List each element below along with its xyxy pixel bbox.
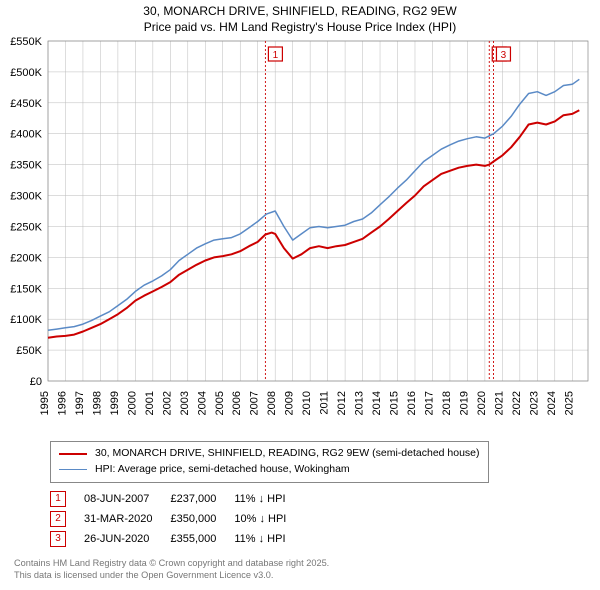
svg-text:2016: 2016 — [406, 391, 418, 415]
svg-text:1998: 1998 — [91, 391, 103, 415]
svg-text:1999: 1999 — [109, 391, 121, 415]
chart-title-block: 30, MONARCH DRIVE, SHINFIELD, READING, R… — [0, 0, 600, 35]
marker-num-box: 2 — [50, 511, 66, 527]
marker-price: £355,000 — [170, 529, 234, 549]
attribution: Contains HM Land Registry data © Crown c… — [14, 557, 588, 582]
svg-text:£200K: £200K — [10, 253, 42, 265]
marker-num-cell: 1 — [50, 489, 84, 509]
svg-text:£500K: £500K — [10, 67, 42, 79]
svg-text:£250K: £250K — [10, 222, 42, 234]
svg-text:2013: 2013 — [354, 391, 366, 415]
marker-num-cell: 3 — [50, 529, 84, 549]
marker-price: £237,000 — [170, 489, 234, 509]
line-chart-svg: £0 £50K £100K £150K £200K £250K £300K £350K £400… — [0, 35, 600, 435]
svg-text:£350K: £350K — [10, 160, 42, 172]
svg-text:£0: £0 — [30, 376, 42, 388]
marker-date: 26-JUN-2020 — [84, 529, 170, 549]
svg-text:2024: 2024 — [546, 391, 558, 415]
title-line-2: Price paid vs. HM Land Registry's House … — [0, 20, 600, 36]
svg-text:2005: 2005 — [214, 391, 226, 415]
svg-text:2001: 2001 — [144, 391, 156, 415]
marker-row: 1 08-JUN-2007£237,00011% ↓ HPI — [50, 489, 304, 509]
svg-text:2023: 2023 — [528, 391, 540, 415]
svg-text:2014: 2014 — [371, 391, 383, 415]
svg-text:£550K: £550K — [10, 36, 42, 48]
chart-container: £0 £50K £100K £150K £200K £250K £300K £350K £400… — [0, 35, 600, 435]
svg-text:2003: 2003 — [179, 391, 191, 415]
attribution-line-2: This data is licensed under the Open Gov… — [14, 569, 588, 581]
svg-text:2018: 2018 — [441, 391, 453, 415]
marker-num-box: 1 — [50, 491, 66, 507]
legend-row-price-paid: 30, MONARCH DRIVE, SHINFIELD, READING, R… — [59, 446, 480, 462]
marker-num-box: 3 — [50, 531, 66, 547]
marker-date: 31-MAR-2020 — [84, 509, 170, 529]
svg-text:3: 3 — [501, 50, 507, 61]
marker-row: 3 26-JUN-2020£355,00011% ↓ HPI — [50, 529, 304, 549]
svg-text:2022: 2022 — [511, 391, 523, 415]
marker-num-cell: 2 — [50, 509, 84, 529]
marker-diff: 11% ↓ HPI — [234, 529, 304, 549]
svg-text:2002: 2002 — [161, 391, 173, 415]
title-line-1: 30, MONARCH DRIVE, SHINFIELD, READING, R… — [0, 4, 600, 20]
attribution-line-1: Contains HM Land Registry data © Crown c… — [14, 557, 588, 569]
svg-text:1995: 1995 — [39, 391, 51, 415]
marker-table: 1 08-JUN-2007£237,00011% ↓ HPI 2 31-MAR-202… — [50, 489, 304, 549]
svg-text:2015: 2015 — [389, 391, 401, 415]
svg-text:2017: 2017 — [423, 391, 435, 415]
legend-swatch-price-paid — [59, 453, 87, 455]
svg-text:£400K: £400K — [10, 129, 42, 141]
marker-diff: 11% ↓ HPI — [234, 489, 304, 509]
marker-row: 2 31-MAR-2020£350,00010% ↓ HPI — [50, 509, 304, 529]
legend-box: 30, MONARCH DRIVE, SHINFIELD, READING, R… — [50, 441, 489, 483]
svg-text:£100K: £100K — [10, 314, 42, 326]
svg-text:2011: 2011 — [319, 391, 331, 415]
svg-text:1: 1 — [273, 50, 279, 61]
svg-text:£450K: £450K — [10, 98, 42, 110]
svg-text:1997: 1997 — [74, 391, 86, 415]
legend-label-price-paid: 30, MONARCH DRIVE, SHINFIELD, READING, R… — [95, 446, 480, 462]
svg-text:2008: 2008 — [266, 391, 278, 415]
svg-text:2021: 2021 — [493, 391, 505, 415]
svg-text:1996: 1996 — [56, 391, 68, 415]
svg-text:2009: 2009 — [284, 391, 296, 415]
svg-text:£300K: £300K — [10, 191, 42, 203]
svg-text:£50K: £50K — [16, 345, 42, 357]
marker-diff: 10% ↓ HPI — [234, 509, 304, 529]
legend-swatch-hpi — [59, 469, 87, 470]
svg-text:2019: 2019 — [458, 391, 470, 415]
svg-text:2006: 2006 — [231, 391, 243, 415]
svg-text:2010: 2010 — [301, 391, 313, 415]
svg-text:2012: 2012 — [336, 391, 348, 415]
legend-row-hpi: HPI: Average price, semi-detached house,… — [59, 462, 480, 478]
marker-price: £350,000 — [170, 509, 234, 529]
svg-text:2007: 2007 — [249, 391, 261, 415]
marker-date: 08-JUN-2007 — [84, 489, 170, 509]
legend-label-hpi: HPI: Average price, semi-detached house,… — [95, 462, 350, 478]
svg-text:£150K: £150K — [10, 283, 42, 295]
svg-text:2000: 2000 — [126, 391, 138, 415]
svg-text:2025: 2025 — [563, 391, 575, 415]
svg-text:2020: 2020 — [476, 391, 488, 415]
svg-text:2004: 2004 — [196, 391, 208, 415]
